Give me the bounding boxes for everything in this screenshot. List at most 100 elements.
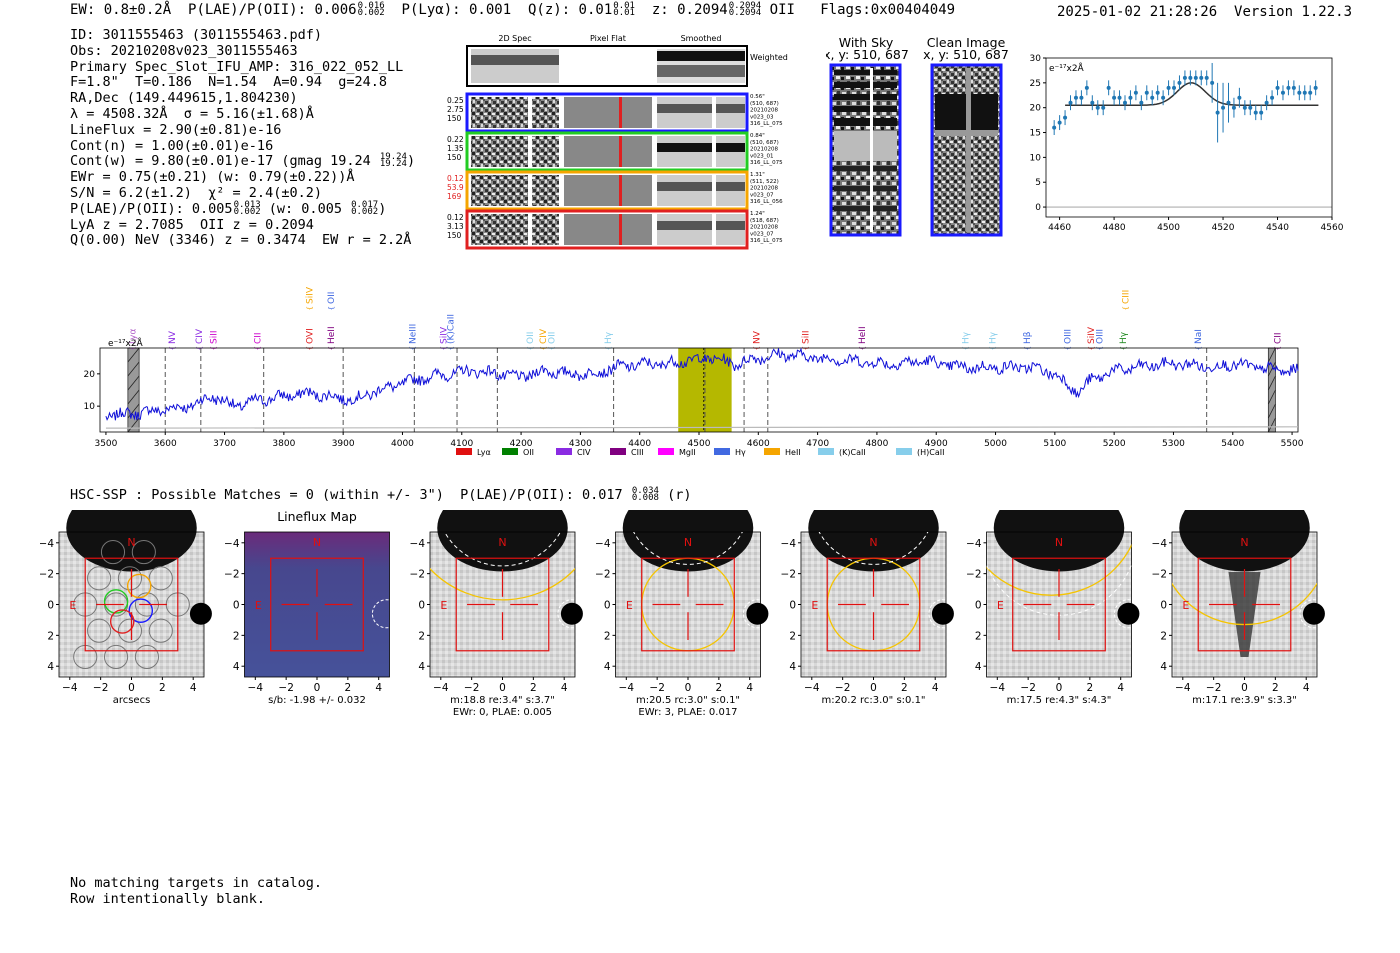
aperture-circle [986, 543, 1132, 596]
cutout-row-meta: v023_07 [750, 192, 774, 198]
hsc-panel-caption: m:20.5 rc:3.0" s:0.1" [636, 695, 740, 706]
fit-data-point [1166, 85, 1171, 90]
spectrum-xtick-label: 5500 [1281, 439, 1304, 449]
timestamp-version: 2025-01-02 21:28:26 Version 1.22.3 [1057, 4, 1352, 20]
cutout-row-meta: 0.56" [750, 94, 765, 100]
search-box [1012, 557, 1106, 652]
neighbor-ellipse [1113, 599, 1132, 629]
z-upper: 0.2094 [728, 1, 762, 11]
fit-data-point [1215, 110, 1220, 115]
emission-line-label: SiIV { [305, 286, 315, 310]
fit-ytick-label: 10 [1030, 153, 1041, 163]
cutout-2dspec [471, 214, 559, 245]
hsc-matches-text: HSC-SSP : Possible Matches = 0 (within +… [70, 487, 623, 503]
emission-line-label: SiII{ [209, 330, 219, 350]
fit-data-point [1182, 75, 1187, 80]
hsc-xtick-label: −2 [1206, 682, 1221, 694]
fit-data-point [1095, 105, 1100, 110]
spectrum-xtick-label: 4900 [925, 439, 948, 449]
timestamp: 2025-01-02 21:28:26 [1057, 4, 1218, 20]
emission-line-name: OIII [1095, 329, 1105, 344]
emission-line-label: CIII { [1122, 290, 1132, 311]
hsc-ytick-label: 0 [789, 600, 796, 612]
cutout-smoothed-band [657, 221, 745, 230]
masked-region [1267, 347, 1276, 433]
bright-source-blob [808, 510, 939, 572]
emission-line-name: NeIII [409, 324, 419, 344]
spectrum-xtick-label: 3700 [213, 439, 236, 449]
fit-data-point [1275, 85, 1280, 90]
fit-ytick-label: 25 [1030, 79, 1041, 89]
north-label: N [127, 536, 135, 549]
hsc-xtick-label: 2 [716, 682, 723, 694]
cutout-2dspec [471, 175, 559, 206]
z-lower: 0.2094 [728, 8, 762, 18]
masked-region [127, 347, 140, 433]
info-line-fwhm: F=1.8" T=0.186 N=1.54 A=0.94 g=24.8 [70, 74, 387, 91]
emission-line-name: NV [753, 330, 763, 344]
fit-data-point [1117, 95, 1122, 100]
legend-swatch [456, 448, 472, 455]
z-value: z: 0.2094 [651, 2, 728, 18]
hsc-panel-caption: m:18.8 re:3.4" s:3.7" [450, 695, 555, 706]
hsc-ytick-label: 0 [1160, 600, 1167, 612]
emission-line-name: SiIV [305, 286, 315, 304]
emission-line-name: Lyα [129, 328, 139, 344]
hsc-ytick-label: −2 [781, 569, 796, 581]
cutout-gap [528, 136, 532, 167]
fit-xtick-label: 4480 [1103, 223, 1126, 232]
emission-line-name: SiIV [439, 326, 449, 344]
bright-source-blob [993, 510, 1125, 572]
neighbor-ellipse [371, 599, 390, 629]
hsc-xtick-label: 0 [1056, 682, 1063, 694]
hsc-xtick-label: −4 [62, 682, 78, 694]
cutout-gap [712, 97, 716, 128]
plae-w-tail: ) [378, 200, 387, 217]
emission-line-label: Hγ{ [989, 331, 999, 350]
neighbor-source [1117, 602, 1140, 625]
hsc-ytick-label: −2 [966, 569, 981, 581]
hsc-ytick-label: −4 [1152, 538, 1168, 550]
fit-xtick-label: 4460 [1048, 223, 1071, 232]
cutout-row-meta: 1.24" [750, 211, 765, 217]
cutout-row-meta: 316_LL_075 [750, 121, 783, 127]
spectrum-legend-item: (H)CaII [896, 448, 944, 457]
emission-line-bracket: { [327, 306, 335, 310]
fit-xtick-label: 4520 [1212, 223, 1235, 232]
info-line-id: ID: 3011555463 (3011555463.pdf) [70, 27, 322, 43]
emission-line-bracket: { [1122, 306, 1130, 310]
bright-source-blob [622, 510, 754, 572]
hsc-ytick-label: 0 [975, 600, 982, 612]
emission-line-name: Hγ [989, 331, 999, 344]
cutout-center-line [619, 214, 622, 245]
hsc-xtick-label: −4 [248, 682, 264, 694]
hsc-xtick-label: 4 [932, 682, 939, 694]
cutout-row-value: 0.12 [447, 213, 464, 222]
hsc-ytick-label: 0 [604, 600, 611, 612]
spectrum-xtick-label: 5200 [1103, 439, 1126, 449]
hsc-ytick-label: −4 [410, 538, 426, 550]
fiber-circle [148, 618, 173, 643]
spectrum-legend-item: OII [502, 448, 534, 457]
cutout-gap [712, 136, 716, 167]
neighbor-ellipse [928, 599, 946, 629]
fiber-circle [148, 566, 173, 591]
emission-line-name: SiIV [1087, 326, 1097, 344]
hsc-ytick-label: 4 [233, 661, 240, 673]
spectrum-xtick-label: 4700 [806, 439, 829, 449]
spectrum-xtick-label: 3600 [154, 439, 177, 449]
hsc-ytick-label: −2 [410, 569, 425, 581]
fit-data-point [1073, 95, 1078, 100]
fit-data-point [1264, 100, 1269, 105]
hsc-ytick-label: 0 [418, 600, 425, 612]
fit-data-point [1079, 95, 1084, 100]
search-box [84, 557, 179, 652]
spectrum-xtick-label: 4400 [628, 439, 651, 449]
fit-data-point [1308, 90, 1313, 95]
with-sky-title: With Sky [839, 36, 894, 50]
emission-line-label: HeII{ [327, 326, 337, 350]
emission-line-name: OVI [305, 328, 315, 344]
